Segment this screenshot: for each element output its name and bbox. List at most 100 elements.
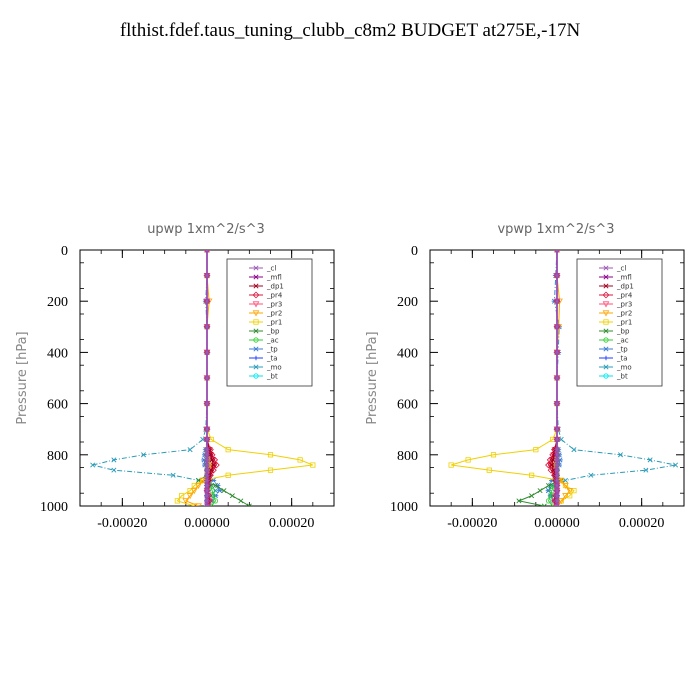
legend-entry: _dp1 xyxy=(249,283,284,291)
data-point xyxy=(204,452,210,458)
y-tick-label: 1000 xyxy=(40,500,68,515)
data-point xyxy=(204,462,210,468)
legend-label: _mo xyxy=(616,364,632,372)
data-point xyxy=(554,498,560,504)
legend-label: _bp xyxy=(616,328,630,336)
legend-label: _ac xyxy=(616,337,629,345)
data-point xyxy=(204,349,210,355)
series-cl xyxy=(204,250,210,506)
legend-marker xyxy=(603,355,609,361)
legend-label: _bp xyxy=(266,328,280,336)
data-point xyxy=(554,467,560,473)
data-point xyxy=(541,503,547,506)
y-tick-label: 1000 xyxy=(390,500,418,515)
data-point xyxy=(490,452,497,458)
data-point xyxy=(554,503,560,506)
data-point xyxy=(546,483,552,489)
legend-marker xyxy=(253,337,259,343)
legend-entry: _cl xyxy=(249,265,276,273)
legend-box xyxy=(576,258,663,387)
data-point xyxy=(238,498,244,504)
legend-label: _ta xyxy=(266,355,278,363)
legend-marker xyxy=(602,291,610,299)
data-point xyxy=(647,457,653,463)
legend-marker xyxy=(603,319,609,325)
data-point xyxy=(178,493,185,499)
legend-marker xyxy=(252,291,260,299)
data-point xyxy=(554,349,560,355)
legend-label: _mo xyxy=(266,364,282,372)
data-point xyxy=(310,462,316,468)
data-point xyxy=(204,324,210,330)
legend-marker xyxy=(603,373,609,379)
legend-marker xyxy=(253,319,259,325)
y-tick-label: 600 xyxy=(47,398,68,413)
data-point xyxy=(566,488,574,495)
data-point xyxy=(558,436,564,442)
legend-entry: _pr4 xyxy=(249,292,283,300)
y-tick-label: 400 xyxy=(397,346,418,361)
data-point xyxy=(204,375,210,381)
x-tick-label: -0.00020 xyxy=(97,516,147,531)
data-point xyxy=(554,250,560,253)
data-point xyxy=(90,462,96,468)
data-point xyxy=(554,488,560,494)
data-point xyxy=(465,457,471,463)
legend-entry: _pr1 xyxy=(249,319,282,327)
data-point xyxy=(199,477,207,484)
data-point xyxy=(537,488,543,494)
data-point xyxy=(225,447,231,453)
y-tick-label: 400 xyxy=(47,346,68,361)
data-point xyxy=(212,498,219,504)
y-axis-label: Pressure [hPa] xyxy=(15,331,30,424)
chart-title: upwp 1xm^2/s^3 xyxy=(147,222,265,237)
x-tick-label: 0.00000 xyxy=(534,516,580,531)
legend-entry: _ta xyxy=(599,355,628,363)
data-point xyxy=(182,498,190,505)
data-point xyxy=(204,503,210,506)
series-cl xyxy=(554,250,560,506)
y-tick-label: 600 xyxy=(397,398,418,413)
legend-marker xyxy=(253,355,259,361)
legend-label: _bt xyxy=(266,373,278,381)
data-point xyxy=(190,488,198,495)
data-point xyxy=(204,472,210,478)
legend-entry: _ta xyxy=(249,355,278,363)
x-tick-label: 0.00020 xyxy=(269,516,315,531)
legend-marker xyxy=(252,310,260,317)
data-point xyxy=(448,462,454,468)
plot-area xyxy=(448,250,679,506)
data-point xyxy=(209,457,215,463)
legend-entry: _mo xyxy=(599,364,632,372)
data-point xyxy=(545,498,552,504)
data-point xyxy=(554,477,560,483)
legend-label: _pr1 xyxy=(616,319,632,327)
data-point xyxy=(204,488,210,494)
legend-marker xyxy=(603,337,609,343)
data-point xyxy=(588,472,594,478)
data-point xyxy=(267,452,274,458)
legend-label: _pr1 xyxy=(266,319,282,327)
data-point xyxy=(221,488,227,494)
legend-entry: _mo xyxy=(249,364,282,372)
legend-label: _bt xyxy=(616,373,628,381)
data-point xyxy=(212,483,218,489)
legend-entry: _pr2 xyxy=(599,310,632,318)
data-point xyxy=(204,483,210,489)
x-tick-label: 0.00000 xyxy=(184,516,230,531)
legend-marker xyxy=(603,265,609,271)
data-point xyxy=(111,467,117,473)
data-point xyxy=(297,457,303,463)
data-point xyxy=(557,477,565,484)
data-point xyxy=(554,375,560,381)
legend-marker xyxy=(253,373,259,379)
legend-label: _pr4 xyxy=(266,292,283,300)
data-point xyxy=(204,298,210,304)
series-line xyxy=(92,250,217,506)
legend-entry: _ac xyxy=(599,337,629,345)
data-point xyxy=(562,477,568,483)
legend-entry: _pr4 xyxy=(599,292,633,300)
data-point xyxy=(562,482,569,489)
legend-label: _dp1 xyxy=(266,283,284,291)
legend-label: _tp xyxy=(616,346,628,354)
